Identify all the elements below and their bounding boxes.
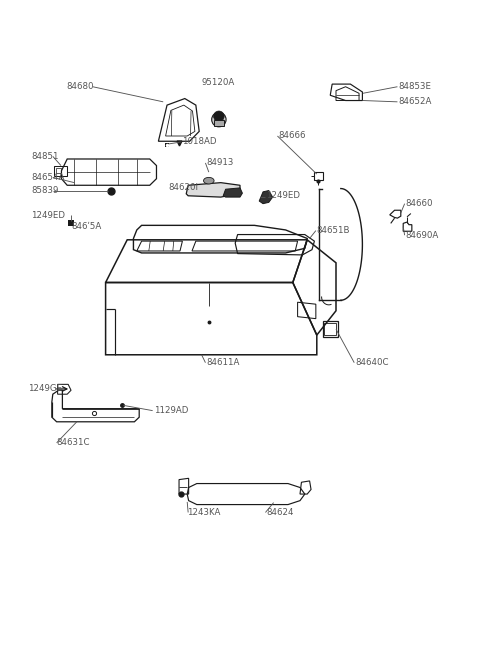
Text: 1129AD: 1129AD xyxy=(154,406,188,415)
Ellipse shape xyxy=(212,112,226,127)
Text: 846ʹ5A: 846ʹ5A xyxy=(71,222,101,231)
Text: 85839: 85839 xyxy=(31,186,59,195)
Text: 84654A: 84654A xyxy=(31,173,65,182)
Text: 84624: 84624 xyxy=(266,508,294,517)
Text: 84680: 84680 xyxy=(66,82,94,91)
Polygon shape xyxy=(259,191,273,204)
Text: 84913: 84913 xyxy=(206,158,234,168)
Text: 1249GE: 1249GE xyxy=(28,384,62,394)
Text: 84660: 84660 xyxy=(406,199,433,208)
Text: 84851: 84851 xyxy=(31,152,59,161)
Text: 95120A: 95120A xyxy=(202,78,235,87)
Text: 84651B: 84651B xyxy=(317,226,350,235)
Text: 84631C: 84631C xyxy=(57,438,90,447)
Text: 84690A: 84690A xyxy=(406,231,439,240)
Text: 1243KA: 1243KA xyxy=(187,508,221,517)
Text: 84666: 84666 xyxy=(278,131,306,141)
Text: 1249ED: 1249ED xyxy=(31,211,65,220)
Text: 84853E: 84853E xyxy=(398,82,432,91)
Polygon shape xyxy=(214,120,224,126)
Text: 84611A: 84611A xyxy=(206,358,240,367)
Text: 84620I: 84620I xyxy=(168,183,198,192)
Polygon shape xyxy=(223,188,242,197)
Ellipse shape xyxy=(214,111,224,122)
Polygon shape xyxy=(186,183,240,197)
Text: 1249ED: 1249ED xyxy=(266,191,300,200)
Text: 1018AD: 1018AD xyxy=(182,137,217,147)
Text: 84640C: 84640C xyxy=(355,358,389,367)
Text: 84652A: 84652A xyxy=(398,97,432,106)
Ellipse shape xyxy=(204,177,214,184)
